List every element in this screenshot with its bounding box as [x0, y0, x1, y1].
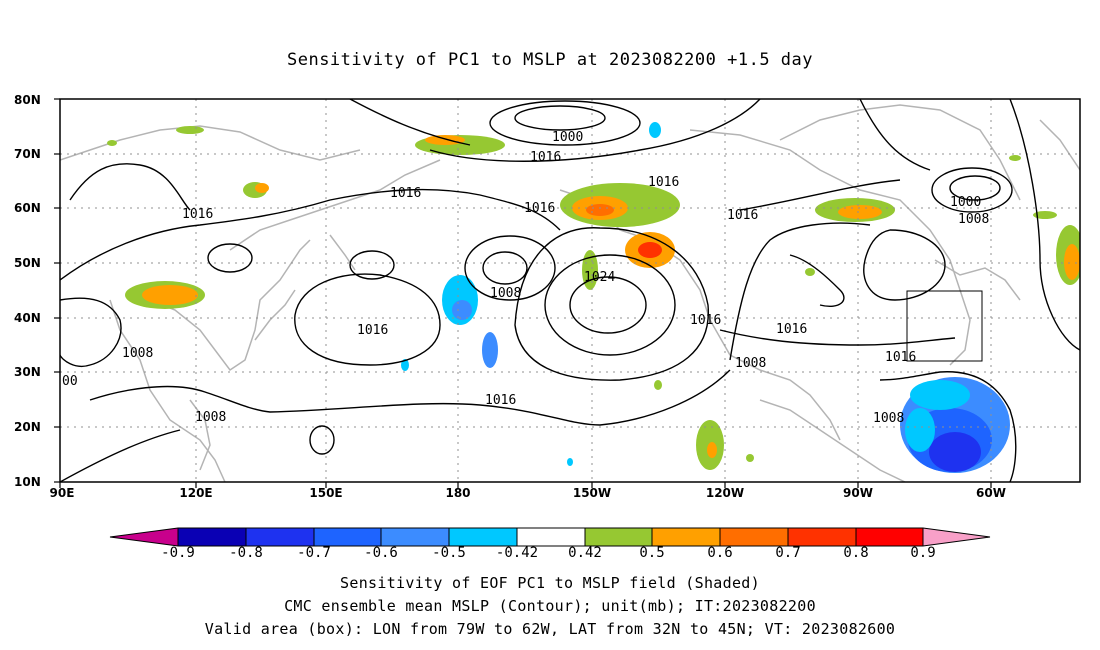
- colorbar-label: 0.9: [910, 545, 936, 561]
- mslp-contours: [60, 99, 1080, 482]
- caption-contour: CMC ensemble mean MSLP (Contour); unit(m…: [284, 597, 816, 615]
- contour-label: 1008: [195, 410, 226, 425]
- colorbar-label: 0.6: [707, 545, 733, 561]
- colorbar-segment: [856, 528, 923, 546]
- colorbar-label: 0.8: [843, 545, 869, 561]
- colorbar-label: 0.7: [775, 545, 801, 561]
- lat-tick-label: 80N: [14, 93, 41, 107]
- lat-tick-label: 10N: [14, 475, 41, 489]
- lon-tick-label: 150E: [309, 486, 343, 500]
- contour-label: 1016: [776, 322, 807, 337]
- contour-label: 1008: [958, 212, 989, 227]
- valid-area-box: [906, 290, 983, 362]
- lat-tick-label: 60N: [14, 201, 41, 215]
- contour-label: 1000: [552, 130, 583, 145]
- contour-label: 00: [62, 374, 78, 389]
- colorbar-segment: [720, 528, 788, 546]
- contour-label: 1016: [357, 323, 388, 338]
- lon-tick-label: 180: [445, 486, 471, 500]
- map-title: Sensitivity of PC1 to MSLP at 2023082200…: [286, 50, 813, 70]
- caption-shading: Sensitivity of EOF PC1 to MSLP field (Sh…: [340, 574, 760, 592]
- lat-lon-grid: [60, 99, 1080, 482]
- lat-tick-label: 20N: [14, 420, 41, 434]
- lon-tick-label: 60W: [976, 486, 1006, 500]
- contour-label: 1008: [873, 411, 904, 426]
- contour-label: 1008: [735, 356, 766, 371]
- colorbar-segment: [585, 528, 652, 546]
- contour-labels: 1000 1016 1016 1016 1016 1000 1008 1016 …: [62, 130, 989, 426]
- colorbar-label: 0.42: [568, 545, 602, 561]
- contour-label: 1016: [885, 350, 916, 365]
- plot-frame: [59, 98, 1081, 483]
- colorbar-segment: [314, 528, 381, 546]
- colorbar-label: -0.8: [229, 545, 263, 561]
- contour-label: 1000: [950, 195, 981, 210]
- colorbar-label: -0.5: [432, 545, 466, 561]
- lat-tick-label: 70N: [14, 147, 41, 161]
- lat-tick-label: 50N: [14, 256, 41, 270]
- contour-label: 1008: [490, 286, 521, 301]
- negative-sensitivity-shading: [401, 122, 1010, 473]
- colorbar-segment: [246, 528, 314, 546]
- colorbar-label: -0.6: [364, 545, 398, 561]
- colorbar-segment: [381, 528, 449, 546]
- caption-valid-area: Valid area (box): LON from 79W to 62W, L…: [204, 620, 896, 638]
- contour-label: 1016: [485, 393, 516, 408]
- lon-tick-label: 120E: [179, 486, 213, 500]
- contour-label: 1016: [690, 313, 721, 328]
- contour-label: 1016: [727, 208, 758, 223]
- colorbar-segment: [517, 528, 585, 546]
- lon-tick-label: 90W: [843, 486, 873, 500]
- contour-label: 1016: [524, 201, 555, 216]
- colorbar-segment: [449, 528, 517, 546]
- contour-label: 1024: [584, 270, 615, 285]
- lon-tick-label: 150W: [572, 486, 612, 500]
- lon-tick-label: 120W: [705, 486, 745, 500]
- colorbar-label: -0.7: [297, 545, 331, 561]
- positive-sensitivity-shading: [107, 126, 1080, 470]
- lat-tick-label: 30N: [14, 365, 41, 379]
- colorbar-segment: [923, 528, 990, 546]
- colorbar-segment: [110, 528, 178, 546]
- contour-label: 1016: [530, 150, 561, 165]
- lon-tick-label: 90E: [49, 486, 75, 500]
- colorbar-segment: [178, 528, 246, 546]
- colorbar: [109, 527, 991, 547]
- lat-tick-label: 40N: [14, 311, 41, 325]
- colorbar-label: 0.5: [639, 545, 665, 561]
- colorbar-segment: [652, 528, 720, 546]
- contour-label: 1016: [390, 186, 421, 201]
- contour-label: 1008: [122, 346, 153, 361]
- colorbar-label: -0.9: [161, 545, 195, 561]
- contour-label: 1016: [648, 175, 679, 190]
- axis-ticks: [54, 98, 992, 488]
- colorbar-label: -0.42: [495, 545, 539, 561]
- contour-label: 1016: [182, 207, 213, 222]
- colorbar-segment: [788, 528, 856, 546]
